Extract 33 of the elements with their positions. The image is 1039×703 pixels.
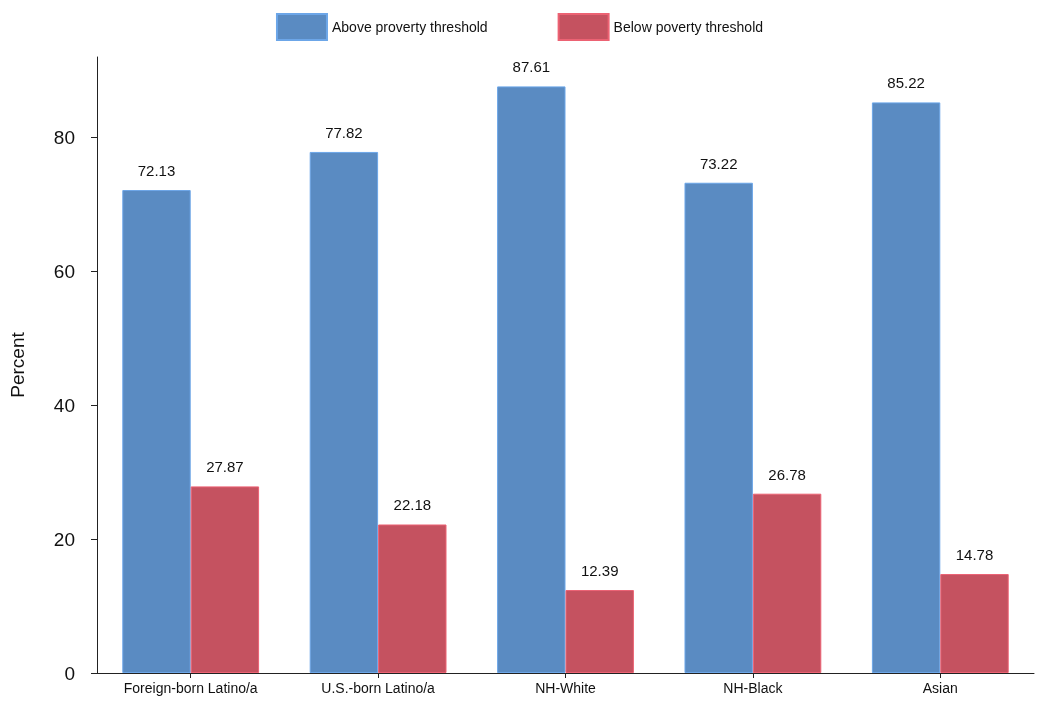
bar — [565, 590, 634, 673]
x-tick-label: Asian — [922, 680, 958, 696]
bar — [871, 102, 941, 673]
data-label: 87.61 — [512, 58, 551, 76]
bar — [378, 524, 447, 673]
data-label: 14.78 — [955, 546, 994, 564]
data-label: 22.18 — [393, 496, 432, 514]
y-tick-label: 20 — [53, 528, 75, 550]
x-tick-label: NH-Black — [723, 680, 784, 696]
data-label: 77.82 — [325, 123, 363, 141]
bar — [752, 493, 822, 673]
data-label: 85.22 — [887, 74, 925, 92]
legend-label: Below poverty threshold — [613, 19, 764, 35]
bar — [497, 86, 566, 673]
x-tick-label: Foreign-born Latino/a — [123, 680, 258, 696]
data-label: 26.78 — [768, 465, 806, 483]
legend-label: Above proverty threshold — [331, 19, 488, 35]
data-label: 12.39 — [580, 562, 619, 580]
y-tick-label: 80 — [53, 126, 75, 148]
bar — [309, 151, 379, 673]
bar — [190, 486, 260, 673]
y-tick-label: 0 — [64, 662, 75, 684]
y-tick-label: 60 — [53, 260, 75, 282]
bar — [684, 182, 753, 673]
x-tick-label: NH-White — [535, 680, 597, 696]
bar — [940, 574, 1009, 673]
data-label: 27.87 — [206, 458, 244, 476]
y-tick-label: 40 — [53, 394, 75, 416]
y-axis-title: Percent — [7, 331, 28, 398]
data-label: 73.22 — [699, 154, 738, 172]
x-tick-label: U.S.-born Latino/a — [321, 680, 436, 696]
bar — [122, 190, 191, 673]
data-label: 72.13 — [137, 162, 176, 180]
